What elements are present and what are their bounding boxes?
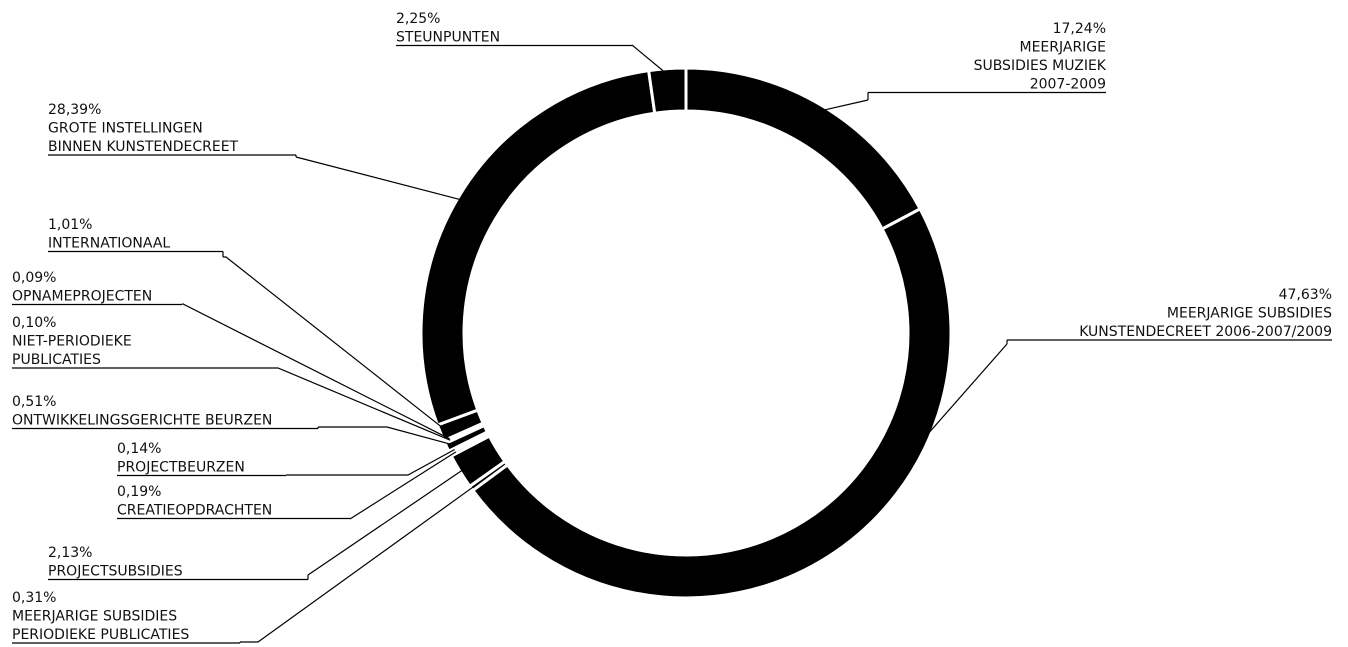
leader-line-7 — [266, 367, 451, 441]
slice-10 — [419, 68, 657, 427]
slice-label-line-0-3: 2007-2009 — [1030, 77, 1106, 93]
slice-label-line-1-1: MEERJARIGE SUBSIDIES — [1167, 306, 1332, 322]
slice-label-line-3-1: PROJECTSUBSIDIES — [48, 564, 183, 580]
slice-label-line-10-2: BINNEN KUNSTENDECREET — [48, 139, 239, 155]
slice-label-line-2-2: PERIODIEKE PUBLICATIES — [12, 627, 189, 643]
slice-label-pct-9: 1,01% — [48, 217, 92, 233]
slice-label-pct-4: 0,19% — [117, 484, 161, 500]
leader-line-5 — [286, 448, 455, 476]
slice-label-pct-0: 17,24% — [1053, 21, 1106, 37]
slice-label-line-7-2: PUBLICATIES — [12, 352, 101, 368]
leader-lines — [12, 44, 1332, 644]
slice-label-line-9-1: INTERNATIONAAL — [48, 236, 170, 252]
slice-label-line-10-1: GROTE INSTELLINGEN — [48, 121, 203, 137]
slice-label-line-8-1: OPNAMEPROJECTEN — [12, 289, 152, 305]
slice-label-pct-10: 28,39% — [48, 102, 101, 118]
slice-label-pct-5: 0,14% — [117, 441, 161, 457]
slice-label-pct-3: 2,13% — [48, 545, 92, 561]
slice-label-pct-6: 0,51% — [12, 394, 56, 410]
slice-label-line-2-1: MEERJARIGE SUBSIDIES — [12, 609, 177, 625]
leader-line-11 — [631, 44, 669, 76]
slice-label-line-0-1: MEERJARIGE — [1019, 40, 1106, 56]
slice-1 — [470, 206, 953, 600]
slice-label-pct-8: 0,09% — [12, 270, 56, 286]
slice-label-line-6-1: ONTWIKKELINGSGERICHTE BEURZEN — [12, 413, 272, 429]
slice-label-line-4-1: CREATIEOPDRACHTEN — [117, 503, 272, 519]
leader-line-2 — [240, 484, 477, 643]
slice-label-line-7-1: NIET-PERIODIEKE — [12, 334, 132, 350]
slice-label-pct-11: 2,25% — [396, 11, 440, 27]
slice-label-pct-1: 47,63% — [1279, 287, 1332, 303]
slice-label-line-5-1: PROJECTBEURZEN — [117, 460, 245, 476]
slice-label-pct-7: 0,10% — [12, 315, 56, 331]
leader-line-0 — [819, 99, 869, 112]
slice-label-pct-2: 0,31% — [12, 590, 56, 606]
leader-line-4 — [349, 451, 457, 520]
leader-line-6 — [318, 426, 453, 446]
leader-line-1 — [823, 343, 1008, 553]
slice-label-line-1-2: KUNSTENDECREET 2006-2007/2009 — [1079, 324, 1332, 340]
leader-line-3 — [307, 467, 466, 576]
slice-label-line-11-1: STEUNPUNTEN — [396, 30, 500, 46]
leader-line-9 — [223, 256, 447, 432]
leader-line-10 — [295, 156, 464, 201]
slice-labels: 17,24% MEERJARIGE SUBSIDIES MUZIEK 2007-200… — [12, 11, 1332, 643]
slice-label-line-0-2: SUBSIDIES MUZIEK — [974, 58, 1107, 74]
donut-slices — [419, 66, 953, 600]
